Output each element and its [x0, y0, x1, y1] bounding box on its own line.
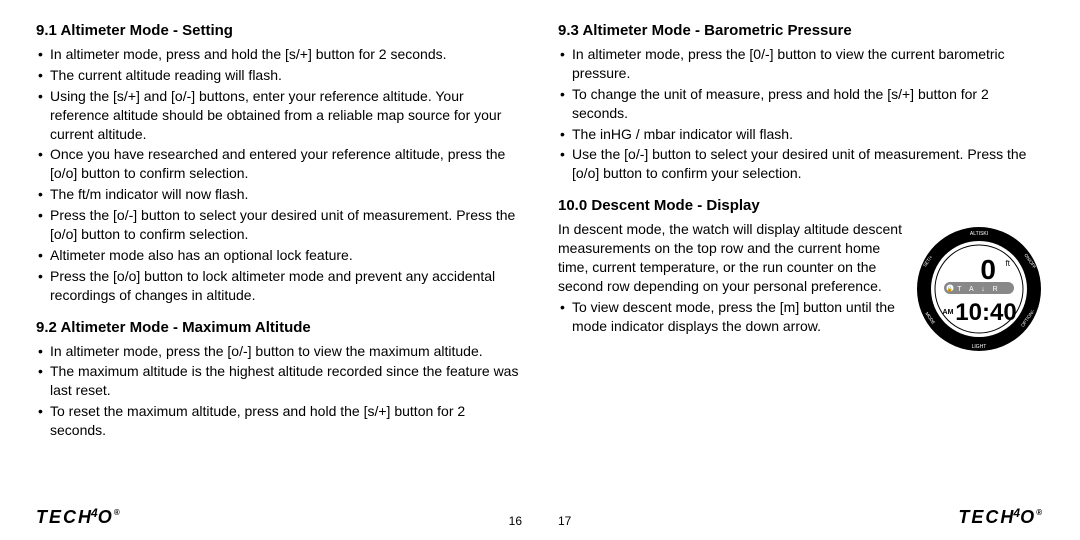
descent-intro: In descent mode, the watch will display … — [558, 220, 904, 296]
list-item: Once you have researched and entered you… — [36, 145, 522, 183]
brand-logo: TECH 4 O ® — [36, 507, 122, 528]
page-right: 9.3 Altimeter Mode - Barometric Pressure… — [540, 18, 1050, 528]
list-item: In altimeter mode, press and hold the [s… — [36, 45, 522, 64]
list-item: Press the [o/o] button to lock altimeter… — [36, 267, 522, 305]
list-9-2: In altimeter mode, press the [o/-] butto… — [36, 342, 522, 442]
heading-9-3: 9.3 Altimeter Mode - Barometric Pressure — [558, 22, 1044, 39]
watch-alt-unit: ft — [1006, 259, 1011, 268]
watch-mid-text: T A ↓ R — [957, 286, 1000, 293]
list-item: In altimeter mode, press the [0/-] butto… — [558, 45, 1044, 83]
brand-o: O — [1020, 507, 1036, 528]
page-left: 9.1 Altimeter Mode - Setting In altimete… — [30, 18, 540, 528]
heading-9-2: 9.2 Altimeter Mode - Maximum Altitude — [36, 319, 522, 336]
brand-reg: ® — [114, 508, 122, 517]
brand-text: TECH — [36, 507, 93, 528]
watch-bottom-label: LIGHT — [972, 344, 987, 350]
list-item: To view descent mode, press the [m] butt… — [558, 298, 904, 336]
watch-illustration: ALTISKI LIGHT SET/+ ON/OFF MODE OPTION/-… — [914, 224, 1044, 354]
list-item: To change the unit of measure, press and… — [558, 85, 1044, 123]
descent-text: In descent mode, the watch will display … — [558, 220, 904, 343]
list-item: In altimeter mode, press the [o/-] butto… — [36, 342, 522, 361]
watch-time: 10:40 — [955, 299, 1016, 326]
list-item: The current altitude reading will flash. — [36, 66, 522, 85]
watch-ampm: AM — [943, 309, 954, 316]
list-item: The maximum altitude is the highest alti… — [36, 362, 522, 400]
brand-o: O — [98, 507, 114, 528]
footer-right: 17 TECH 4 O ® — [558, 500, 1044, 528]
page-number: 17 — [558, 514, 571, 528]
list-item: The ft/m indicator will now flash. — [36, 185, 522, 204]
brand-text: TECH — [958, 507, 1015, 528]
svg-text:🔒: 🔒 — [947, 286, 953, 293]
list-item: Altimeter mode also has an optional lock… — [36, 246, 522, 265]
list-item: The inHG / mbar indicator will flash. — [558, 125, 1044, 144]
watch-top-label: ALTISKI — [970, 231, 988, 237]
list-9-1: In altimeter mode, press and hold the [s… — [36, 45, 522, 307]
list-10-0: To view descent mode, press the [m] butt… — [558, 298, 904, 336]
list-item: Using the [s/+] and [o/-] buttons, enter… — [36, 87, 522, 144]
list-9-3: In altimeter mode, press the [0/-] butto… — [558, 45, 1044, 185]
heading-9-1: 9.1 Altimeter Mode - Setting — [36, 22, 522, 39]
heading-10-0: 10.0 Descent Mode - Display — [558, 197, 1044, 214]
brand-logo: TECH 4 O ® — [958, 507, 1044, 528]
footer-left: TECH 4 O ® 16 — [36, 500, 522, 528]
list-item: To reset the maximum altitude, press and… — [36, 402, 522, 440]
brand-reg: ® — [1036, 508, 1044, 517]
list-item: Use the [o/-] button to select your desi… — [558, 145, 1044, 183]
brand-four: 4 — [1013, 506, 1022, 520]
descent-body: In descent mode, the watch will display … — [558, 220, 1044, 354]
page-number: 16 — [509, 514, 522, 528]
watch-alt-value: 0 — [980, 254, 996, 285]
brand-four: 4 — [91, 506, 100, 520]
list-item: Press the [o/-] button to select your de… — [36, 206, 522, 244]
